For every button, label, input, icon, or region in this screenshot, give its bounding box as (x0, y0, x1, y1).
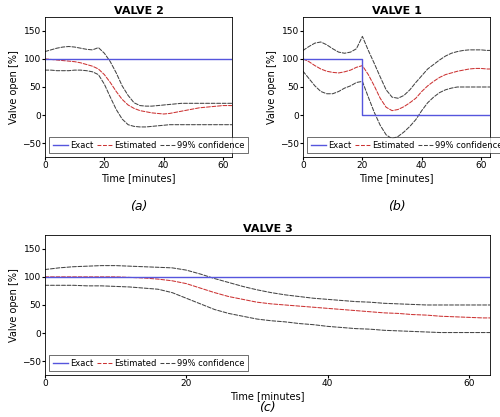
Y-axis label: Valve open [%]: Valve open [%] (9, 268, 19, 342)
Y-axis label: Valve open [%]: Valve open [%] (9, 50, 19, 124)
X-axis label: Time [minutes]: Time [minutes] (360, 173, 434, 183)
Legend: Exact, Estimated, 99% confidence: Exact, Estimated, 99% confidence (49, 355, 248, 371)
Title: VALVE 1: VALVE 1 (372, 6, 422, 16)
Legend: Exact, Estimated, 99% confidence: Exact, Estimated, 99% confidence (49, 138, 248, 153)
Title: VALVE 3: VALVE 3 (242, 224, 292, 234)
X-axis label: Time [minutes]: Time [minutes] (101, 173, 176, 183)
Title: VALVE 2: VALVE 2 (114, 6, 164, 16)
Text: (b): (b) (388, 199, 406, 213)
Y-axis label: Valve open [%]: Valve open [%] (267, 50, 277, 124)
Text: (c): (c) (259, 401, 276, 414)
Text: (a): (a) (130, 199, 147, 213)
X-axis label: Time [minutes]: Time [minutes] (230, 391, 305, 401)
Legend: Exact, Estimated, 99% confidence: Exact, Estimated, 99% confidence (307, 138, 500, 153)
